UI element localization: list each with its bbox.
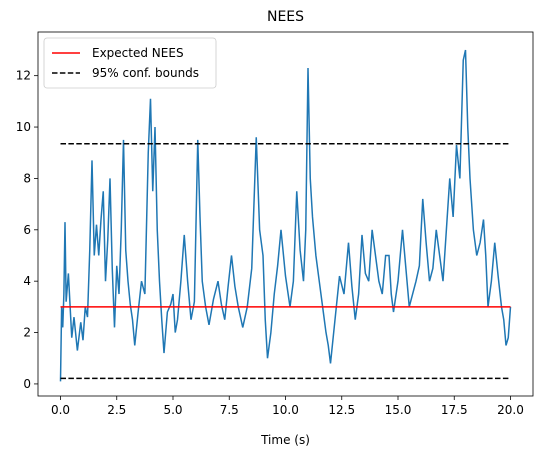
x-tick-label: 10.0 <box>272 403 299 417</box>
legend-label: Expected NEES <box>92 46 184 60</box>
line <box>59 49 512 382</box>
x-axis-label: Time (s) <box>260 433 310 447</box>
legend-box <box>43 37 217 89</box>
x-tick-label: 15.0 <box>385 403 412 417</box>
legend-label: 95% conf. bounds <box>92 66 199 80</box>
x-tick-label: 17.5 <box>441 403 468 417</box>
y-tick-label: 0 <box>23 377 31 391</box>
y-tick-label: 6 <box>23 223 31 237</box>
y-tick-label: 10 <box>16 120 31 134</box>
plot-lines <box>59 49 512 382</box>
y-tick-label: 8 <box>23 171 31 185</box>
y-tick-label: 4 <box>23 274 31 288</box>
y-tick-label: 2 <box>23 326 31 340</box>
plot-frame <box>37 31 534 397</box>
x-tick-label: 0.0 <box>51 403 70 417</box>
x-tick-label: 7.5 <box>220 403 239 417</box>
chart-title: NEES <box>267 9 304 25</box>
x-tick-label: 5.0 <box>163 403 182 417</box>
x-tick-label: 12.5 <box>328 403 355 417</box>
x-tick-label: 2.5 <box>107 403 126 417</box>
x-tick-label: 20.0 <box>497 403 524 417</box>
y-tick-label: 12 <box>16 69 31 83</box>
